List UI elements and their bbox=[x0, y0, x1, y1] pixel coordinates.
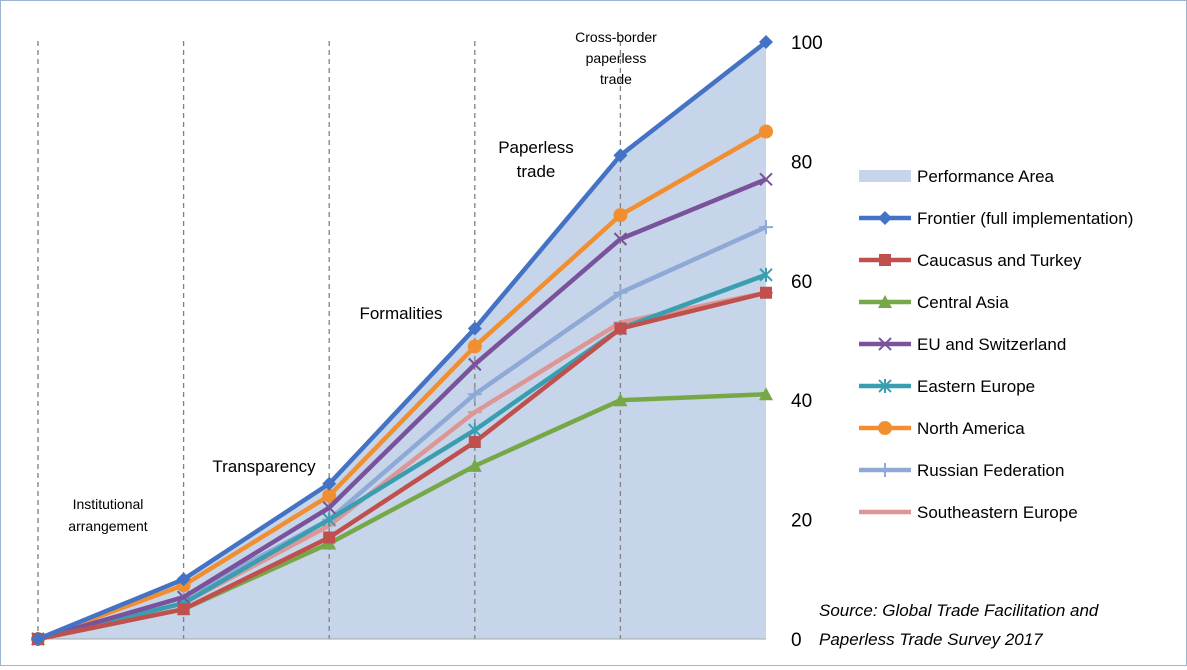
data-point-central-asia bbox=[759, 387, 773, 401]
stage-label-line: trade bbox=[600, 71, 632, 87]
legend-item-eastern-europe: Eastern Europe bbox=[859, 377, 1035, 396]
data-point-central-asia bbox=[613, 393, 628, 407]
data-point-frontier-full-implementation bbox=[467, 321, 482, 336]
series-line-eastern-europe bbox=[37, 272, 767, 642]
legend-item-southeastern-europe: Southeastern Europe bbox=[859, 503, 1078, 522]
stage-label: Institutional arrangement bbox=[68, 496, 147, 534]
data-point-russian-federation bbox=[467, 387, 482, 402]
data-point-frontier-full-implementation bbox=[322, 476, 337, 491]
legend-marker bbox=[878, 463, 892, 477]
y-tick-label: 40 bbox=[791, 391, 812, 412]
y-tick-label: 60 bbox=[791, 272, 812, 293]
stage-label-line: Cross-border bbox=[575, 29, 657, 45]
data-point-central-asia bbox=[467, 458, 482, 472]
legend-item-performance-area: Performance Area bbox=[859, 167, 1055, 186]
legend-item-frontier-full-implementation: Frontier (full implementation) bbox=[859, 209, 1133, 228]
data-point-russian-federation bbox=[759, 220, 773, 235]
stage-label-line: Institutional bbox=[73, 496, 144, 512]
data-point-caucasus-and-turkey bbox=[760, 286, 772, 299]
data-point-eu-and-switzerland bbox=[468, 357, 482, 372]
data-point-eu-and-switzerland bbox=[759, 172, 773, 187]
data-point-eastern-europe bbox=[468, 423, 482, 438]
data-point-frontier-full-implementation bbox=[759, 35, 773, 49]
performance-area bbox=[38, 42, 766, 639]
data-point-north-america bbox=[613, 208, 628, 223]
stage-label-line: Formalities bbox=[359, 304, 442, 323]
data-point-caucasus-and-turkey bbox=[614, 322, 627, 335]
legend-label: North America bbox=[917, 419, 1025, 438]
legend-label: Russian Federation bbox=[917, 461, 1064, 480]
data-point-eastern-europe bbox=[759, 267, 773, 282]
legend-item-north-america: North America bbox=[859, 419, 1025, 438]
legend-marker bbox=[878, 379, 892, 393]
legend-label: Performance Area bbox=[917, 167, 1055, 186]
stage-label-line: Paperless bbox=[498, 138, 574, 157]
legend-item-central-asia: Central Asia bbox=[859, 293, 1009, 312]
legend-swatch bbox=[859, 170, 911, 182]
legend-label: Frontier (full implementation) bbox=[917, 209, 1133, 228]
legend-label: Eastern Europe bbox=[917, 377, 1035, 396]
data-point-north-america bbox=[467, 339, 482, 354]
legend-marker bbox=[879, 254, 891, 266]
y-tick-label: 20 bbox=[791, 511, 812, 532]
legend-marker bbox=[878, 295, 892, 308]
stage-label-line: trade bbox=[517, 162, 556, 181]
data-point-eu-and-switzerland bbox=[613, 232, 628, 246]
data-point-caucasus-and-turkey bbox=[177, 603, 190, 616]
legend-item-russian-federation: Russian Federation bbox=[859, 461, 1064, 480]
series-line-north-america bbox=[37, 129, 768, 642]
stage-label: Paperless trade bbox=[498, 138, 574, 181]
y-tick-label: 0 bbox=[791, 630, 802, 651]
legend-label: Caucasus and Turkey bbox=[917, 251, 1082, 270]
data-point-caucasus-and-turkey bbox=[468, 435, 481, 448]
data-point-russian-federation bbox=[613, 285, 628, 300]
series-caucasus-and-turkey bbox=[32, 286, 772, 645]
data-point-north-america bbox=[322, 488, 337, 503]
series-frontier-full-implementation bbox=[31, 35, 773, 646]
legend-label: Central Asia bbox=[917, 293, 1009, 312]
stage-label: Formalities bbox=[359, 304, 442, 323]
stage-label: Transparency bbox=[212, 457, 316, 476]
series-line-frontier-full-implementation bbox=[37, 40, 768, 642]
legend-label: EU and Switzerland bbox=[917, 335, 1066, 354]
stage-label-line: arrangement bbox=[68, 518, 147, 534]
source-note: Paperless Trade Survey 2017 bbox=[819, 630, 1043, 649]
legend-marker bbox=[878, 211, 892, 225]
legend-label: Southeastern Europe bbox=[917, 503, 1078, 522]
legend-item-caucasus-and-turkey: Caucasus and Turkey bbox=[859, 251, 1082, 270]
series-line-caucasus-and-turkey bbox=[37, 290, 767, 642]
series-eu-and-switzerland bbox=[31, 172, 773, 646]
series-line-eu-and-switzerland bbox=[37, 177, 767, 642]
data-point-frontier-full-implementation bbox=[176, 572, 191, 587]
data-point-eu-and-switzerland bbox=[176, 590, 191, 604]
data-point-eastern-europe bbox=[322, 512, 336, 527]
data-point-frontier-full-implementation bbox=[31, 632, 45, 646]
stage-label-line: Transparency bbox=[212, 457, 316, 476]
stage-label-line: paperless bbox=[586, 50, 647, 66]
data-point-eu-and-switzerland bbox=[322, 500, 336, 515]
data-point-frontier-full-implementation bbox=[613, 148, 628, 163]
stage-label: Cross-border paperless trade bbox=[575, 29, 657, 87]
legend-marker bbox=[878, 337, 892, 351]
source-note: Source: Global Trade Facilitation and bbox=[819, 601, 1099, 620]
legend-marker bbox=[878, 421, 892, 435]
y-tick-label: 80 bbox=[791, 152, 812, 173]
y-tick-label: 100 bbox=[791, 33, 823, 54]
data-point-caucasus-and-turkey bbox=[323, 531, 336, 544]
data-point-north-america bbox=[759, 124, 773, 139]
legend-item-eu-and-switzerland: EU and Switzerland bbox=[859, 335, 1066, 354]
